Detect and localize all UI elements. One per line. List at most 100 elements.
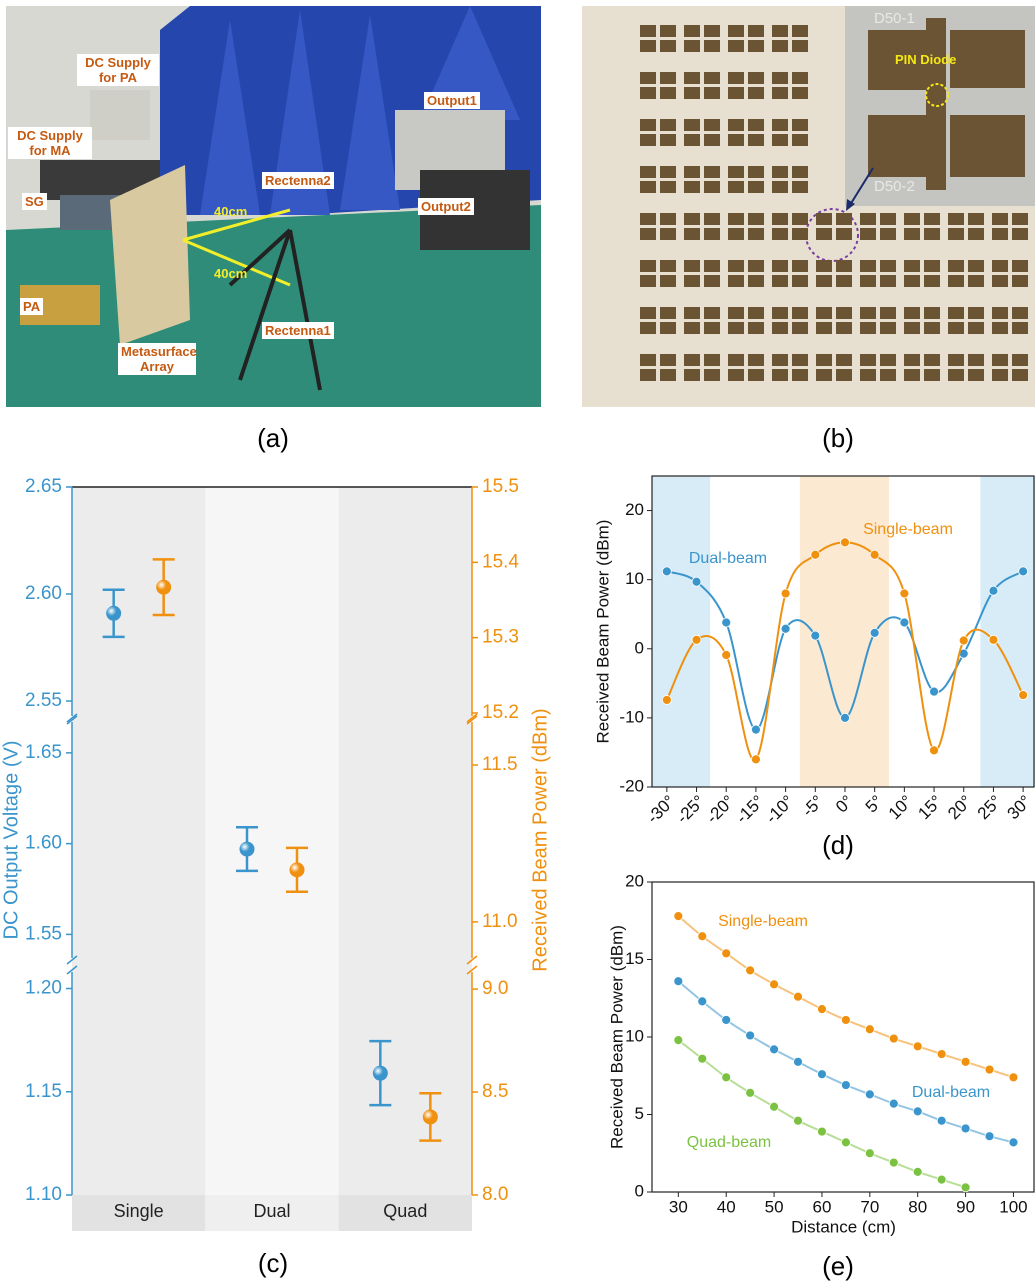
patch <box>728 87 744 99</box>
y-tick-label: 10 <box>625 1026 644 1045</box>
photo-label: Metasurface Array <box>118 343 196 375</box>
data-point <box>1009 1138 1018 1147</box>
y-tick-label: 0 <box>635 1181 644 1200</box>
patch <box>968 213 984 225</box>
patch <box>748 322 764 334</box>
patch <box>1012 354 1028 366</box>
data-point <box>930 746 939 755</box>
patch <box>728 40 744 52</box>
y-tick-label: 15.2 <box>482 702 519 723</box>
patch <box>792 181 808 193</box>
patch <box>704 181 720 193</box>
patch <box>772 275 788 287</box>
patch <box>880 228 896 240</box>
patch <box>948 322 964 334</box>
patch <box>992 307 1008 319</box>
patch <box>924 275 940 287</box>
patch <box>772 354 788 366</box>
data-point <box>913 1107 922 1116</box>
patch <box>748 275 764 287</box>
patch <box>816 354 832 366</box>
patch <box>792 119 808 131</box>
patch <box>704 72 720 84</box>
board-label: D50-1 <box>874 10 915 27</box>
data-point <box>781 624 790 633</box>
patch <box>728 134 744 146</box>
data-point <box>770 980 779 989</box>
patch <box>748 260 764 272</box>
data-point <box>841 1138 850 1147</box>
patch <box>640 213 656 225</box>
patch <box>792 134 808 146</box>
patch <box>660 72 676 84</box>
data-point <box>698 997 707 1006</box>
patch <box>904 307 920 319</box>
data-point <box>290 862 305 877</box>
data-point <box>698 1054 707 1063</box>
patch <box>640 166 656 178</box>
data-point <box>662 695 671 704</box>
data-point <box>865 1025 874 1034</box>
patch <box>968 322 984 334</box>
series-label: Dual-beam <box>689 550 767 567</box>
data-point <box>698 932 707 941</box>
y-tick-label: 9.0 <box>482 978 508 999</box>
patch <box>704 119 720 131</box>
data-point <box>961 1124 970 1133</box>
patch <box>640 354 656 366</box>
data-point <box>423 1109 438 1124</box>
patch <box>640 25 656 37</box>
data-point <box>746 1031 755 1040</box>
data-point <box>989 635 998 644</box>
patch <box>836 275 852 287</box>
data-point <box>1009 1073 1018 1082</box>
data-point <box>900 589 909 598</box>
patch <box>748 72 764 84</box>
patch <box>860 369 876 381</box>
patch <box>816 228 832 240</box>
patch <box>728 260 744 272</box>
callout: PIN Diode <box>895 52 956 67</box>
patch <box>684 134 700 146</box>
patch <box>948 213 964 225</box>
x-tick-label: 40 <box>717 1197 736 1216</box>
patch <box>704 307 720 319</box>
patch <box>660 307 676 319</box>
y-tick-label: 20 <box>625 871 644 890</box>
data-point <box>841 1015 850 1024</box>
patch <box>640 40 656 52</box>
patch <box>704 369 720 381</box>
patch <box>748 166 764 178</box>
x-tick-label: 10° <box>885 792 917 824</box>
patch <box>772 322 788 334</box>
patch <box>924 260 940 272</box>
x-tick-label: 15° <box>914 792 946 824</box>
x-tick-label: 90 <box>956 1197 975 1216</box>
data-point <box>811 550 820 559</box>
patch <box>816 213 832 225</box>
patch <box>836 369 852 381</box>
patch <box>640 134 656 146</box>
x-tick-label: 50 <box>765 1197 784 1216</box>
patch <box>748 40 764 52</box>
patch <box>728 275 744 287</box>
patch <box>728 25 744 37</box>
patch <box>772 25 788 37</box>
patch <box>772 40 788 52</box>
photo-label: Output2 <box>418 198 474 215</box>
data-point <box>373 1066 388 1081</box>
patch <box>772 307 788 319</box>
patch <box>660 181 676 193</box>
patch <box>684 228 700 240</box>
patch <box>772 72 788 84</box>
patch <box>792 213 808 225</box>
patch <box>772 181 788 193</box>
patch <box>748 134 764 146</box>
y-tick-label: 8.5 <box>482 1081 508 1102</box>
patch <box>860 322 876 334</box>
patch <box>924 354 940 366</box>
patch <box>684 275 700 287</box>
patch <box>968 275 984 287</box>
data-point <box>930 687 939 696</box>
patch <box>904 354 920 366</box>
